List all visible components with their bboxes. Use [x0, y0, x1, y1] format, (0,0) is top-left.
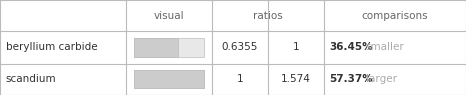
Text: ratios: ratios	[253, 11, 283, 21]
Text: smaller: smaller	[366, 42, 404, 53]
FancyBboxPatch shape	[134, 70, 204, 88]
Text: scandium: scandium	[6, 74, 56, 84]
FancyBboxPatch shape	[134, 70, 204, 88]
Text: comparisons: comparisons	[362, 11, 428, 21]
FancyBboxPatch shape	[134, 38, 178, 57]
Text: visual: visual	[154, 11, 184, 21]
Text: 57.37%: 57.37%	[329, 74, 373, 84]
Text: larger: larger	[366, 74, 397, 84]
Text: 1.574: 1.574	[281, 74, 311, 84]
Text: 1: 1	[293, 42, 299, 53]
Text: 0.6355: 0.6355	[222, 42, 258, 53]
Text: 1: 1	[237, 74, 243, 84]
FancyBboxPatch shape	[134, 38, 204, 57]
Text: 36.45%: 36.45%	[329, 42, 373, 53]
Text: beryllium carbide: beryllium carbide	[6, 42, 97, 53]
